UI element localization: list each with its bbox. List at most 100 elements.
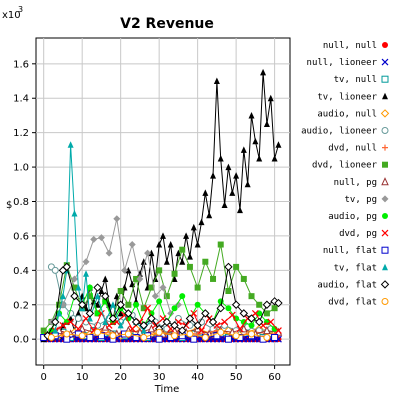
data-point	[140, 333, 148, 341]
data-point	[136, 275, 144, 283]
legend-entry: audio, flat	[317, 280, 390, 290]
data-point	[247, 314, 256, 323]
data-point	[224, 335, 232, 343]
y-multiplier: x10 3	[2, 5, 23, 21]
legend-label: audio, null	[317, 109, 377, 119]
series-line	[50, 218, 179, 323]
data-point	[140, 258, 147, 265]
data-point	[75, 284, 82, 291]
data-point	[117, 287, 124, 294]
x-tick-label: 10	[76, 372, 89, 383]
data-point	[255, 317, 264, 327]
data-point	[117, 321, 124, 329]
y-tick-label: 0.8	[13, 197, 29, 208]
legend-entry: tv, lioneer	[317, 92, 388, 102]
data-point	[221, 318, 229, 326]
data-point	[90, 235, 98, 243]
data-point	[131, 317, 141, 327]
data-point	[97, 234, 105, 242]
data-point	[155, 328, 163, 336]
legend-entry: dvd, null	[328, 144, 388, 154]
legend-label: tv, null	[334, 75, 377, 85]
data-point	[125, 266, 132, 274]
legend-entry: tv, pg	[344, 195, 389, 205]
data-point	[102, 275, 109, 282]
data-point	[210, 275, 217, 282]
data-point	[256, 301, 263, 308]
data-point	[208, 317, 218, 327]
data-point	[77, 300, 87, 309]
data-point	[163, 293, 170, 300]
data-point	[380, 280, 390, 289]
data-point	[216, 303, 225, 313]
data-point	[93, 283, 102, 292]
data-point	[47, 333, 55, 341]
legend-entry: dvd, flat	[328, 298, 389, 308]
data-point	[70, 275, 78, 283]
data-point	[381, 195, 389, 203]
data-point	[262, 300, 272, 309]
data-point	[98, 287, 105, 294]
series-layer	[40, 68, 283, 343]
legend-entry: tv, flat	[334, 263, 388, 273]
data-point	[136, 327, 144, 336]
data-point	[202, 258, 209, 265]
data-point	[380, 109, 390, 118]
data-point	[62, 262, 71, 272]
legend-label: null, flat	[323, 246, 377, 256]
data-point	[78, 324, 86, 333]
data-point	[213, 332, 221, 340]
data-point	[248, 293, 255, 300]
data-point	[125, 301, 132, 308]
data-point	[217, 328, 225, 336]
data-point	[71, 210, 78, 217]
data-point	[113, 215, 121, 223]
data-point	[382, 161, 388, 168]
data-point	[56, 301, 63, 308]
data-point	[210, 172, 217, 179]
data-point	[59, 292, 66, 300]
data-point	[381, 177, 389, 186]
y-tick-label: 0.4	[13, 266, 29, 277]
y-tick-label: 0.6	[13, 231, 29, 242]
data-point	[109, 332, 117, 340]
data-point	[52, 327, 59, 334]
data-point	[381, 127, 389, 134]
data-point	[240, 324, 248, 333]
data-point	[162, 317, 172, 327]
y-multiplier-base: x10	[2, 10, 21, 21]
data-point	[171, 332, 179, 340]
data-point	[225, 287, 232, 294]
data-point	[252, 137, 259, 145]
data-point	[56, 309, 63, 317]
data-point	[86, 315, 93, 322]
data-point	[381, 58, 389, 66]
data-point	[94, 292, 101, 300]
legend-label: null, null	[323, 41, 377, 51]
legend-label: tv, flat	[334, 263, 377, 273]
data-point	[186, 253, 193, 260]
data-point	[163, 258, 170, 265]
legend-label: tv, lioneer	[317, 92, 377, 102]
data-point	[382, 263, 388, 271]
data-point	[70, 291, 79, 301]
data-point	[263, 120, 270, 128]
data-point	[239, 309, 249, 318]
x-axis-ticks: 0 10 20 30 40 50 60	[41, 365, 281, 383]
y-tick-label: 1.4	[13, 94, 29, 105]
data-point	[109, 301, 116, 308]
data-point	[228, 311, 236, 319]
data-point	[198, 327, 205, 335]
data-point	[128, 325, 136, 333]
data-point	[124, 330, 132, 338]
data-point	[236, 325, 244, 333]
data-point	[113, 292, 120, 300]
data-point	[67, 318, 75, 326]
x-tick-label: 0	[41, 372, 47, 383]
data-point	[167, 241, 174, 248]
data-point	[225, 305, 232, 312]
legend-label: dvd, flat	[328, 298, 377, 308]
y-axis-ticks: 0.0 0.2 0.4 0.6 0.8 1.0 1.2 1.4 1.6	[13, 59, 36, 346]
data-point	[179, 258, 186, 265]
